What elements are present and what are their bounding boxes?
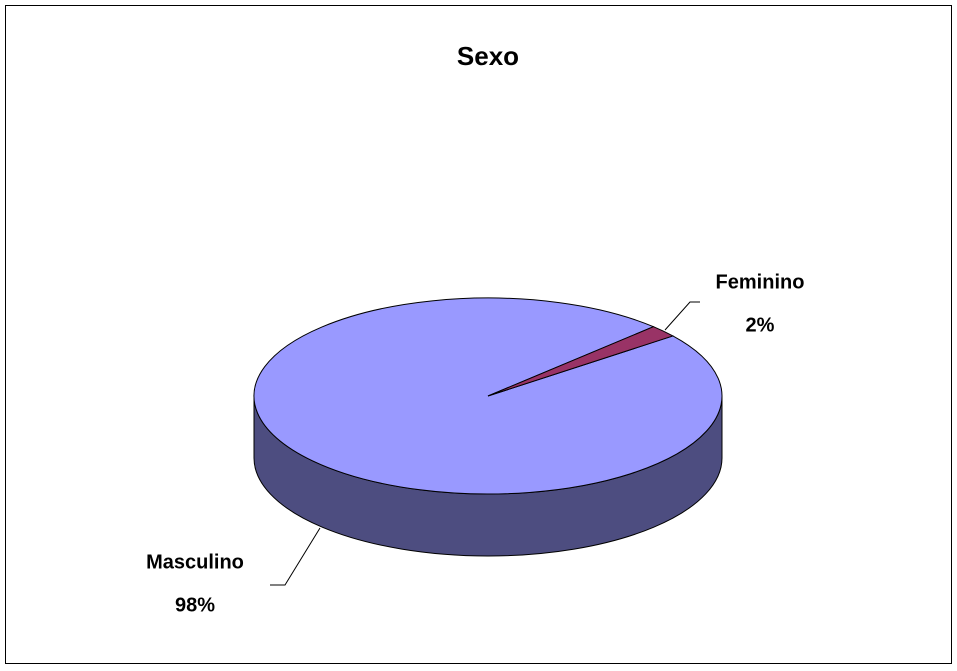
data-label-value: 98% <box>175 594 215 616</box>
leader-line <box>270 527 321 586</box>
pie <box>253 297 723 557</box>
labels: Masculino 98% Feminino 2% <box>146 271 804 616</box>
data-label-name: Feminino <box>716 271 805 293</box>
data-label-name: Masculino <box>146 551 244 573</box>
leader-line <box>664 301 700 331</box>
slice <box>487 326 675 397</box>
data-label-value: 2% <box>746 314 775 336</box>
chart-title: Sexo <box>457 41 519 71</box>
